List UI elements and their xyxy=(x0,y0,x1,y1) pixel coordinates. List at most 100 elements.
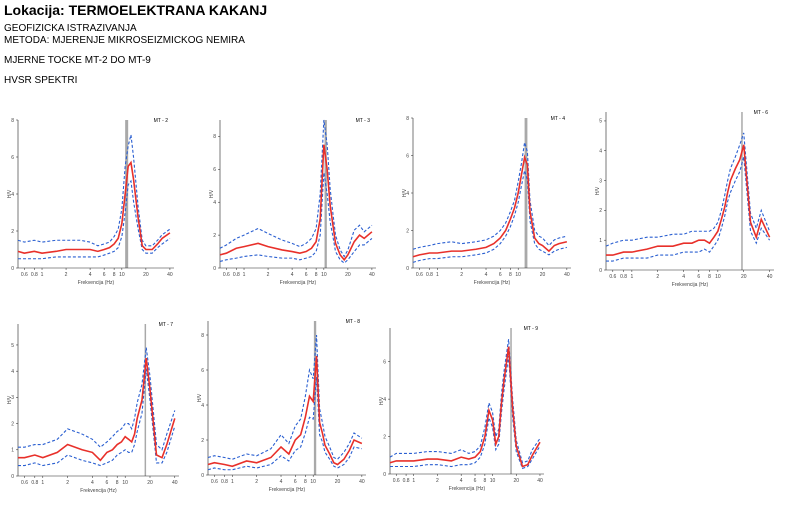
peak-frequency-band xyxy=(741,112,743,270)
x-tick-label: 2 xyxy=(255,479,258,485)
peak-frequency-band xyxy=(524,118,528,268)
y-axis-label: H/V xyxy=(379,396,385,405)
x-tick-label: 4 xyxy=(89,272,92,278)
x-tick-label: 6 xyxy=(697,274,700,280)
x-tick-label: 0.8 xyxy=(221,479,228,485)
chart-title: MT - 2 xyxy=(154,118,169,124)
hv-mean-line xyxy=(207,355,363,468)
y-tick-label: 0 xyxy=(406,266,409,272)
hv-upper-bound-line xyxy=(605,132,771,247)
x-tick-label: 8 xyxy=(708,274,711,280)
x-tick-label: 8 xyxy=(509,272,512,278)
hv-mean-line xyxy=(219,144,373,262)
x-tick-label: 8 xyxy=(116,480,119,486)
x-tick-label: 6 xyxy=(499,272,502,278)
x-tick-label: 20 xyxy=(741,274,747,280)
hv-lower-bound-line xyxy=(412,170,567,263)
x-tick-label: 2 xyxy=(460,272,463,278)
x-tick-label: 0.8 xyxy=(31,480,38,486)
peak-frequency-band xyxy=(144,324,147,476)
hv-upper-bound-line xyxy=(18,347,176,451)
y-axis-label: H/V xyxy=(7,189,13,198)
hv-lower-bound-line xyxy=(207,376,362,471)
x-tick-label: 2 xyxy=(267,272,270,278)
y-tick-label: 4 xyxy=(599,149,602,155)
x-tick-label: 10 xyxy=(490,478,496,484)
plot-axes xyxy=(17,324,179,477)
x-axis-label: Frekvencija (Hz) xyxy=(449,486,486,492)
y-axis-label: H/V xyxy=(595,186,601,195)
hvsr-chart-2: 0 2 4 6 8 0.6 0.8 1 2 4 6 8 10 20 40 Frekvencija (Hz) H/… xyxy=(209,112,380,294)
chart-title: MT - 4 xyxy=(551,116,566,122)
chart-title: MT - 6 xyxy=(754,110,769,116)
x-tick-label: 6 xyxy=(294,479,297,485)
y-tick-label: 3 xyxy=(599,178,602,184)
chart-title: MT - 9 xyxy=(524,326,539,332)
y-tick-label: 2 xyxy=(201,438,204,444)
hv-mean-line xyxy=(17,160,171,255)
x-tick-label: 40 xyxy=(359,479,365,485)
x-tick-label: 20 xyxy=(335,479,341,485)
chart-title: MT - 3 xyxy=(356,118,371,124)
x-tick-label: 20 xyxy=(540,272,546,278)
hvsr-chart-3: 0 2 4 6 8 0.6 0.8 1 2 4 6 8 10 20 40 Frekvencija (Hz) H/… xyxy=(402,110,575,294)
x-tick-label: 40 xyxy=(767,274,773,280)
y-tick-label: 0 xyxy=(213,266,216,272)
y-tick-label: 2 xyxy=(11,421,14,427)
x-tick-label: 1 xyxy=(630,274,633,280)
x-tick-label: 4 xyxy=(485,272,488,278)
plot-axes xyxy=(389,328,544,475)
x-tick-label: 4 xyxy=(280,479,283,485)
y-tick-label: 4 xyxy=(406,191,409,197)
x-tick-label: 0.6 xyxy=(609,274,616,280)
x-tick-label: 8 xyxy=(315,272,318,278)
x-axis-label: Frekvencija (Hz) xyxy=(474,280,511,286)
chart-title: MT - 7 xyxy=(159,322,174,328)
x-axis-label: Frekvencija (Hz) xyxy=(672,282,709,288)
x-tick-label: 4 xyxy=(682,274,685,280)
plot-axes xyxy=(605,112,774,271)
y-tick-label: 2 xyxy=(406,228,409,234)
hvsr-chart-5: 0 1 2 3 4 5 0.6 0.8 1 2 4 6 8 10 20 40 Frekvencija (Hz) H… xyxy=(7,316,183,502)
x-tick-label: 0.6 xyxy=(223,272,230,278)
x-tick-label: 0.6 xyxy=(21,272,28,278)
x-tick-label: 0.6 xyxy=(211,479,218,485)
x-tick-label: 2 xyxy=(656,274,659,280)
x-tick-label: 10 xyxy=(715,274,721,280)
hv-mean-line xyxy=(606,144,771,256)
x-tick-label: 0.6 xyxy=(416,272,423,278)
x-tick-label: 0.8 xyxy=(620,274,627,280)
x-tick-label: 40 xyxy=(369,272,375,278)
survey-type: GEOFIZICKA ISTRAZIVANJA xyxy=(4,23,137,34)
x-tick-label: 4 xyxy=(91,480,94,486)
hv-lower-bound-line xyxy=(606,156,771,262)
x-tick-label: 6 xyxy=(103,272,106,278)
x-tick-label: 20 xyxy=(513,478,519,484)
plot-axes xyxy=(412,118,571,269)
y-tick-label: 0 xyxy=(11,266,14,272)
hv-mean-line xyxy=(389,346,541,468)
location-title: Lokacija: TERMOELEKTRANA KAKANJ xyxy=(4,2,268,18)
x-tick-label: 10 xyxy=(119,272,125,278)
x-tick-label: 8 xyxy=(113,272,116,278)
x-tick-label: 0.8 xyxy=(426,272,433,278)
hvsr-chart-7: 0 2 4 6 0.6 0.8 1 2 4 6 8 10 20 40 Frekvencija (Hz) H/V… xyxy=(379,320,548,500)
x-tick-label: 10 xyxy=(515,272,521,278)
x-tick-label: 4 xyxy=(291,272,294,278)
y-tick-label: 4 xyxy=(213,200,216,206)
hv-upper-bound-line xyxy=(207,334,363,460)
x-tick-label: 1 xyxy=(243,272,246,278)
x-tick-label: 0.6 xyxy=(393,478,400,484)
y-tick-label: 0 xyxy=(11,474,14,480)
y-tick-label: 1 xyxy=(599,238,602,244)
x-tick-label: 10 xyxy=(321,272,327,278)
x-tick-label: 40 xyxy=(537,478,543,484)
x-tick-label: 40 xyxy=(564,272,570,278)
y-tick-label: 8 xyxy=(11,118,14,124)
x-axis-label: Frekvencija (Hz) xyxy=(280,280,317,286)
hvsr-chart-1: 0 2 4 6 8 0.6 0.8 1 2 4 6 8 10 20 40 Frekvencija (Hz) H/… xyxy=(7,112,178,294)
hvsr-chart-6: 0 2 4 6 8 0.6 0.8 1 2 4 6 8 10 20 40 Frekvencija (Hz) H/… xyxy=(197,313,370,501)
y-tick-label: 1 xyxy=(11,448,14,454)
